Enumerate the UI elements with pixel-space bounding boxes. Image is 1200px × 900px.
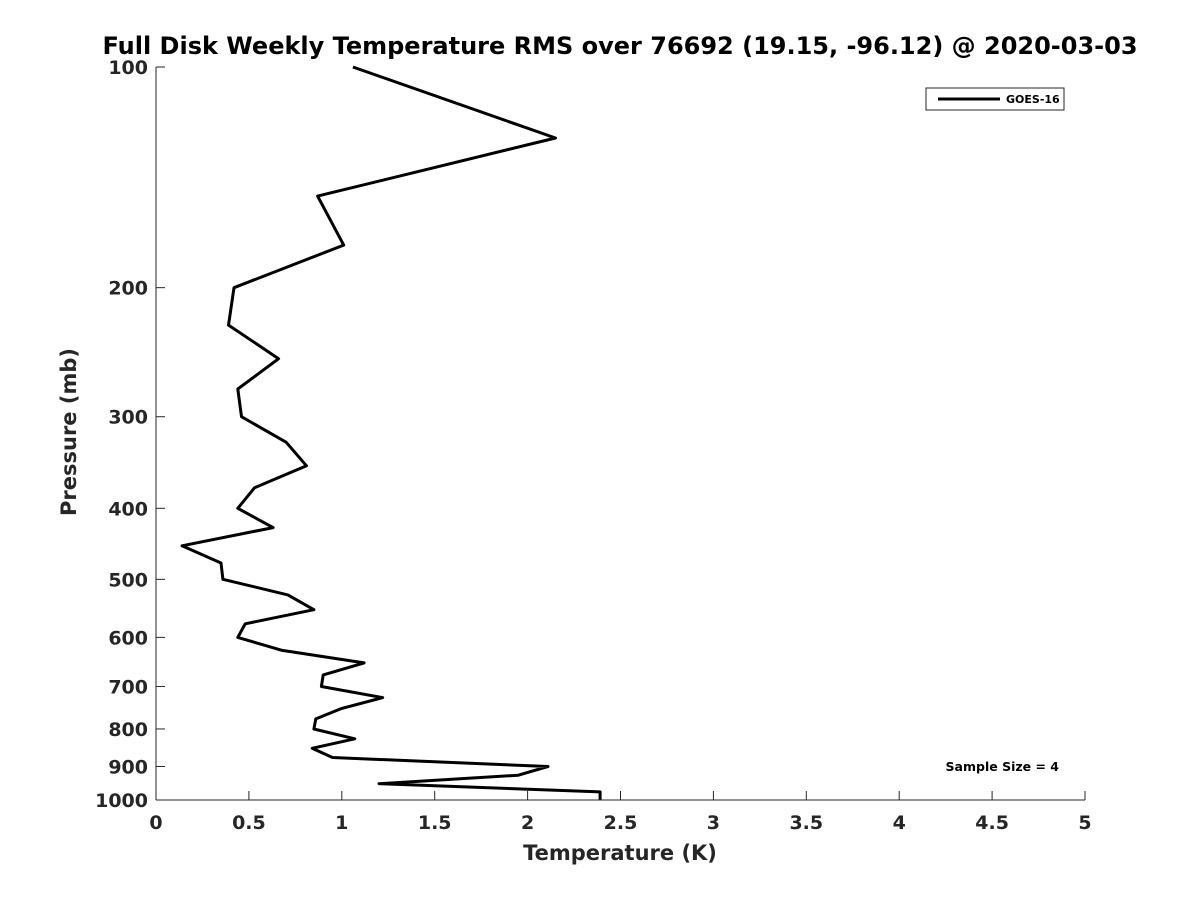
chart-title: Full Disk Weekly Temperature RMS over 76… bbox=[102, 32, 1137, 60]
legend-label: GOES-16 bbox=[1006, 93, 1060, 106]
x-tick-label: 5 bbox=[1078, 812, 1091, 834]
y-tick-label: 500 bbox=[108, 569, 148, 591]
x-tick-label: 3.5 bbox=[789, 812, 823, 834]
series-line-goes-16 bbox=[180, 65, 602, 800]
x-tick-label: 4.5 bbox=[975, 812, 1009, 834]
x-tick-label: 2 bbox=[521, 812, 534, 834]
x-axis: 0 0.5 1 1.5 2 2.5 3 3.5 4 4.5 5 bbox=[149, 791, 1092, 834]
y-tick-label: 800 bbox=[108, 719, 148, 741]
y-tick-label: 600 bbox=[108, 627, 148, 649]
x-tick-label: 3 bbox=[707, 812, 720, 834]
y-axis-label: Pressure (mb) bbox=[57, 348, 81, 516]
x-tick-label: 4 bbox=[893, 812, 906, 834]
x-tick-label: 1 bbox=[335, 812, 348, 834]
y-tick-label: 900 bbox=[108, 756, 148, 778]
y-tick-label: 400 bbox=[108, 498, 148, 520]
y-tick-label: 300 bbox=[108, 407, 148, 429]
y-axis: 100 200 300 400 500 600 700 800 900 1000 bbox=[95, 57, 165, 812]
x-tick-label: 2.5 bbox=[604, 812, 638, 834]
x-tick-label: 0 bbox=[149, 812, 162, 834]
y-tick-label: 100 bbox=[108, 57, 148, 79]
x-axis-label: Temperature (K) bbox=[523, 841, 717, 865]
y-tick-label: 200 bbox=[108, 278, 148, 300]
x-tick-label: 0.5 bbox=[232, 812, 266, 834]
plot-area bbox=[180, 65, 602, 800]
x-tick-label: 1.5 bbox=[418, 812, 452, 834]
sample-size-annotation: Sample Size = 4 bbox=[946, 759, 1060, 774]
y-tick-label: 700 bbox=[108, 676, 148, 698]
y-tick-label: 1000 bbox=[95, 790, 148, 812]
legend: GOES-16 bbox=[925, 87, 1065, 111]
